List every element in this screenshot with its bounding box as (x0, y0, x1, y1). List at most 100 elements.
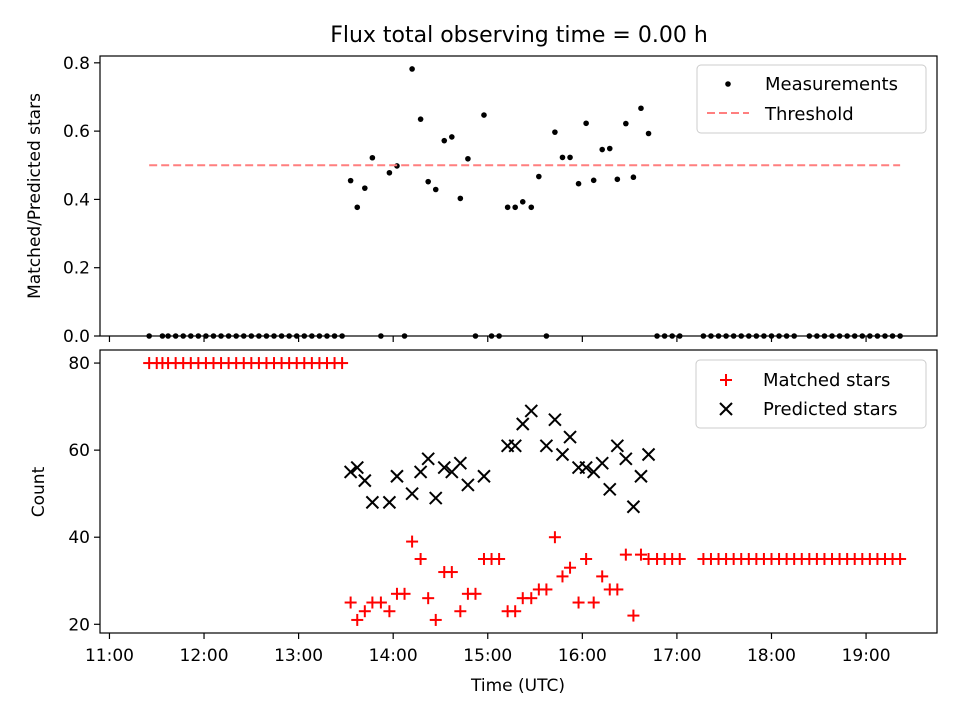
x-tick-label: 19:00 (842, 646, 891, 666)
y-tick-label: 0.8 (63, 54, 90, 74)
measurement-point (165, 333, 171, 339)
measurement-point (528, 204, 535, 211)
top-x-ticks (108, 336, 867, 342)
matched-star-point (587, 596, 600, 609)
bottom-legend: Matched stars Predicted stars (695, 359, 927, 429)
matched-star-point (572, 596, 585, 609)
measurement-point (567, 154, 573, 161)
measurement-point (874, 333, 881, 339)
measurement-point (575, 180, 582, 187)
measurement-point (481, 112, 487, 118)
predicted-star-point (610, 439, 625, 453)
y-tick-label: 20 (68, 615, 90, 635)
predicted-star-point (437, 460, 451, 475)
matched-star-point (374, 596, 387, 609)
y-tick-label: 0.2 (63, 259, 90, 279)
measurement-point (590, 177, 597, 184)
matched-star-point (627, 609, 640, 622)
measurement-point (362, 185, 368, 191)
measurement-point (301, 333, 308, 339)
bottom-y-ticks: 20 40 60 80 (68, 354, 100, 635)
y-tick-label: 0.4 (63, 190, 90, 210)
measurement-point (599, 146, 605, 153)
measurement-point (882, 333, 888, 339)
measurement-point (457, 195, 464, 202)
measurement-point (159, 333, 166, 339)
y-tick-label: 0.6 (63, 122, 90, 142)
top-plot-area (99, 55, 938, 337)
measurement-point (347, 177, 354, 184)
measurement-point (496, 333, 502, 339)
measurement-point (316, 333, 323, 339)
measurement-point (753, 333, 760, 339)
measurement-point (195, 333, 202, 339)
measurement-point (293, 333, 300, 339)
bottom-y-axis-label: Count (29, 466, 49, 517)
matched-star-point (445, 566, 458, 579)
legend-matched-label: Matched stars (763, 370, 890, 391)
measurement-point (248, 333, 255, 339)
predicted-star-point (619, 452, 633, 466)
measurement-point (187, 333, 194, 339)
measurement-point (738, 333, 745, 339)
y-tick-label: 80 (68, 354, 90, 374)
measurement-point (543, 333, 550, 339)
measurement-point (278, 333, 285, 339)
matched-star-point (540, 583, 553, 596)
x-tick-label: 17:00 (652, 646, 701, 666)
y-tick-label: 0.0 (63, 327, 90, 347)
measurement-point (844, 333, 850, 339)
matched-star-point (336, 357, 349, 370)
matched-star-point (493, 552, 506, 565)
measurement-point (661, 333, 668, 339)
measurement-point (836, 333, 843, 339)
measurement-point (859, 333, 866, 339)
predicted-star-point (579, 460, 593, 475)
bottom-plot-area (99, 349, 938, 634)
matched-star-point (406, 535, 419, 548)
measurement-point (225, 333, 232, 339)
matched-star-point (429, 613, 442, 626)
measurement-point (889, 333, 896, 339)
x-tick-label: 18:00 (747, 646, 796, 666)
measurement-point (768, 333, 775, 339)
measurement-point (378, 333, 384, 339)
matched-star-point (344, 596, 357, 609)
matched-star-point (358, 605, 371, 618)
measurement-point (240, 333, 247, 339)
predicted-star-point (350, 460, 364, 475)
predicted-star-point (508, 439, 522, 453)
predicted-star-point (516, 417, 530, 431)
bottom-marks (143, 357, 907, 626)
top-legend: Measurements Threshold (696, 64, 927, 134)
measurement-point (583, 120, 589, 127)
bottom-x-ticks: 11:00 12:00 13:00 14:00 15:00 16:00 17:00 18:00… (85, 633, 891, 666)
measurement-point (654, 333, 660, 339)
measurement-point (309, 333, 315, 339)
predicted-star-point (626, 500, 641, 514)
legend-matched-swatch (720, 374, 732, 386)
matched-star-point (673, 552, 686, 565)
measurement-point (425, 178, 431, 185)
matched-star-point (564, 561, 577, 574)
legend-measurements-label: Measurements (765, 74, 898, 95)
measurement-point (465, 155, 471, 162)
measurement-point (504, 204, 511, 211)
predicted-star-point (461, 478, 475, 492)
matched-star-point (383, 605, 396, 618)
predicted-star-point (603, 482, 617, 497)
measurement-point (472, 333, 479, 339)
measurement-point (867, 333, 873, 339)
measurement-point (339, 333, 345, 339)
predicted-star-point (390, 469, 404, 483)
predicted-star-point (413, 465, 428, 479)
measurement-point (203, 333, 209, 339)
measurement-point (536, 173, 542, 180)
measurement-point (783, 333, 790, 339)
measurement-point (172, 333, 179, 339)
matched-star-point (894, 552, 907, 565)
legend-predicted-swatch (719, 402, 733, 416)
matched-star-point (580, 552, 593, 565)
